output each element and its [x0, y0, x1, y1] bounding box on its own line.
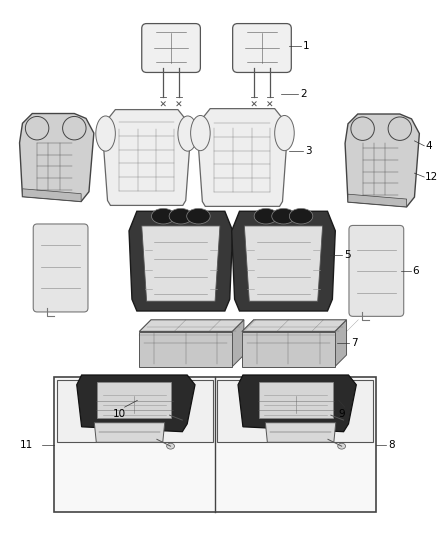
Text: 1: 1 [303, 41, 310, 51]
Ellipse shape [275, 116, 294, 151]
Polygon shape [335, 320, 346, 367]
Polygon shape [242, 332, 335, 367]
Polygon shape [238, 375, 356, 432]
Polygon shape [345, 114, 419, 207]
Text: 12: 12 [425, 172, 438, 182]
Ellipse shape [272, 208, 295, 224]
Polygon shape [259, 382, 332, 417]
Text: 3: 3 [305, 146, 311, 156]
Ellipse shape [152, 208, 175, 224]
Polygon shape [94, 423, 165, 442]
Ellipse shape [187, 208, 210, 224]
Bar [54, 377, 376, 512]
Text: 7: 7 [351, 338, 357, 348]
Ellipse shape [167, 443, 174, 449]
Polygon shape [242, 320, 346, 332]
Text: 11: 11 [20, 440, 33, 450]
Bar [57, 381, 213, 442]
Polygon shape [77, 375, 195, 432]
Polygon shape [139, 332, 232, 367]
Polygon shape [102, 110, 191, 205]
FancyBboxPatch shape [349, 225, 404, 317]
Ellipse shape [191, 116, 210, 151]
Ellipse shape [338, 443, 346, 449]
Ellipse shape [96, 116, 115, 151]
Text: 6: 6 [413, 266, 419, 276]
FancyBboxPatch shape [233, 23, 291, 72]
Bar [217, 381, 374, 442]
Ellipse shape [178, 116, 198, 151]
Polygon shape [244, 226, 322, 301]
Polygon shape [142, 226, 220, 301]
Text: 10: 10 [113, 409, 126, 419]
Polygon shape [348, 194, 406, 207]
Polygon shape [139, 320, 244, 332]
Polygon shape [198, 109, 287, 206]
Text: 2: 2 [300, 89, 307, 99]
Polygon shape [98, 382, 171, 417]
Ellipse shape [254, 208, 278, 224]
Polygon shape [253, 391, 339, 418]
Ellipse shape [25, 116, 49, 140]
Polygon shape [265, 423, 336, 442]
Text: 5: 5 [344, 251, 351, 260]
Polygon shape [20, 114, 94, 201]
FancyBboxPatch shape [33, 224, 88, 312]
Ellipse shape [63, 116, 86, 140]
Ellipse shape [290, 208, 313, 224]
Polygon shape [232, 211, 336, 311]
Text: 9: 9 [339, 409, 345, 419]
Polygon shape [129, 211, 233, 311]
Polygon shape [232, 320, 244, 367]
Ellipse shape [169, 208, 193, 224]
FancyBboxPatch shape [142, 23, 201, 72]
Text: 4: 4 [425, 141, 432, 151]
Ellipse shape [351, 117, 374, 140]
Text: 8: 8 [388, 440, 395, 450]
Ellipse shape [388, 117, 412, 140]
Polygon shape [22, 189, 81, 201]
Polygon shape [92, 391, 177, 418]
